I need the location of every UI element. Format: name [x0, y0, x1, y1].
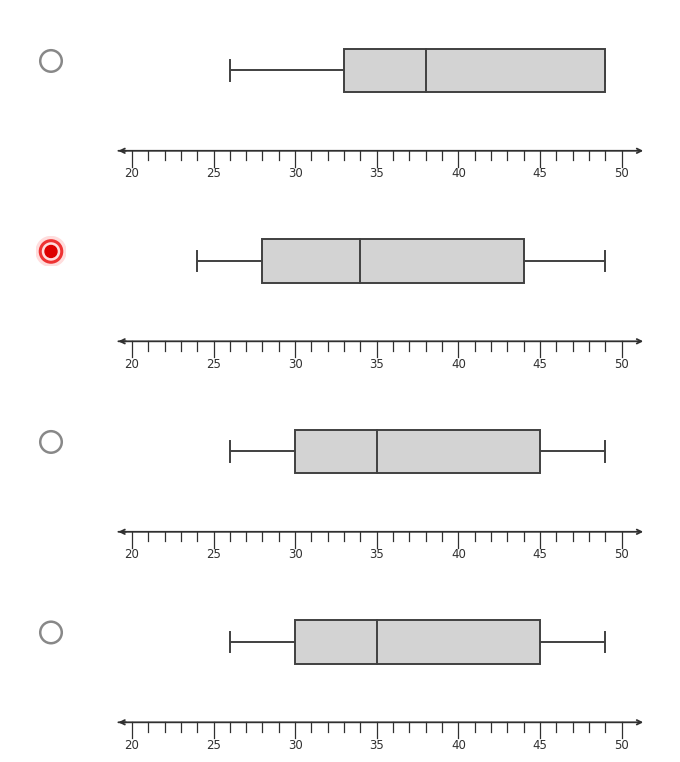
Bar: [262, 239, 524, 283]
Text: 25: 25: [206, 548, 221, 561]
Text: 45: 45: [532, 548, 547, 561]
Text: 20: 20: [124, 357, 139, 370]
Text: 20: 20: [124, 167, 139, 180]
Text: 45: 45: [532, 738, 547, 751]
Text: 30: 30: [288, 548, 303, 561]
Text: 40: 40: [451, 167, 466, 180]
Text: 30: 30: [288, 167, 303, 180]
Bar: [344, 49, 605, 92]
Text: 20: 20: [124, 548, 139, 561]
Text: 25: 25: [206, 738, 221, 751]
Circle shape: [45, 245, 57, 258]
Text: 50: 50: [614, 548, 629, 561]
Text: 50: 50: [614, 357, 629, 370]
Circle shape: [36, 236, 66, 267]
Text: 50: 50: [614, 167, 629, 180]
Bar: [295, 620, 540, 664]
Text: 25: 25: [206, 167, 221, 180]
Text: 35: 35: [369, 548, 384, 561]
Text: 25: 25: [206, 357, 221, 370]
Text: 35: 35: [369, 167, 384, 180]
Text: 40: 40: [451, 738, 466, 751]
Text: 50: 50: [614, 738, 629, 751]
Text: 35: 35: [369, 357, 384, 370]
Text: 30: 30: [288, 738, 303, 751]
Text: 20: 20: [124, 738, 139, 751]
Bar: [295, 430, 540, 473]
Text: 35: 35: [369, 738, 384, 751]
Text: 45: 45: [532, 167, 547, 180]
Text: 40: 40: [451, 548, 466, 561]
Text: 30: 30: [288, 357, 303, 370]
Text: 40: 40: [451, 357, 466, 370]
Text: 45: 45: [532, 357, 547, 370]
